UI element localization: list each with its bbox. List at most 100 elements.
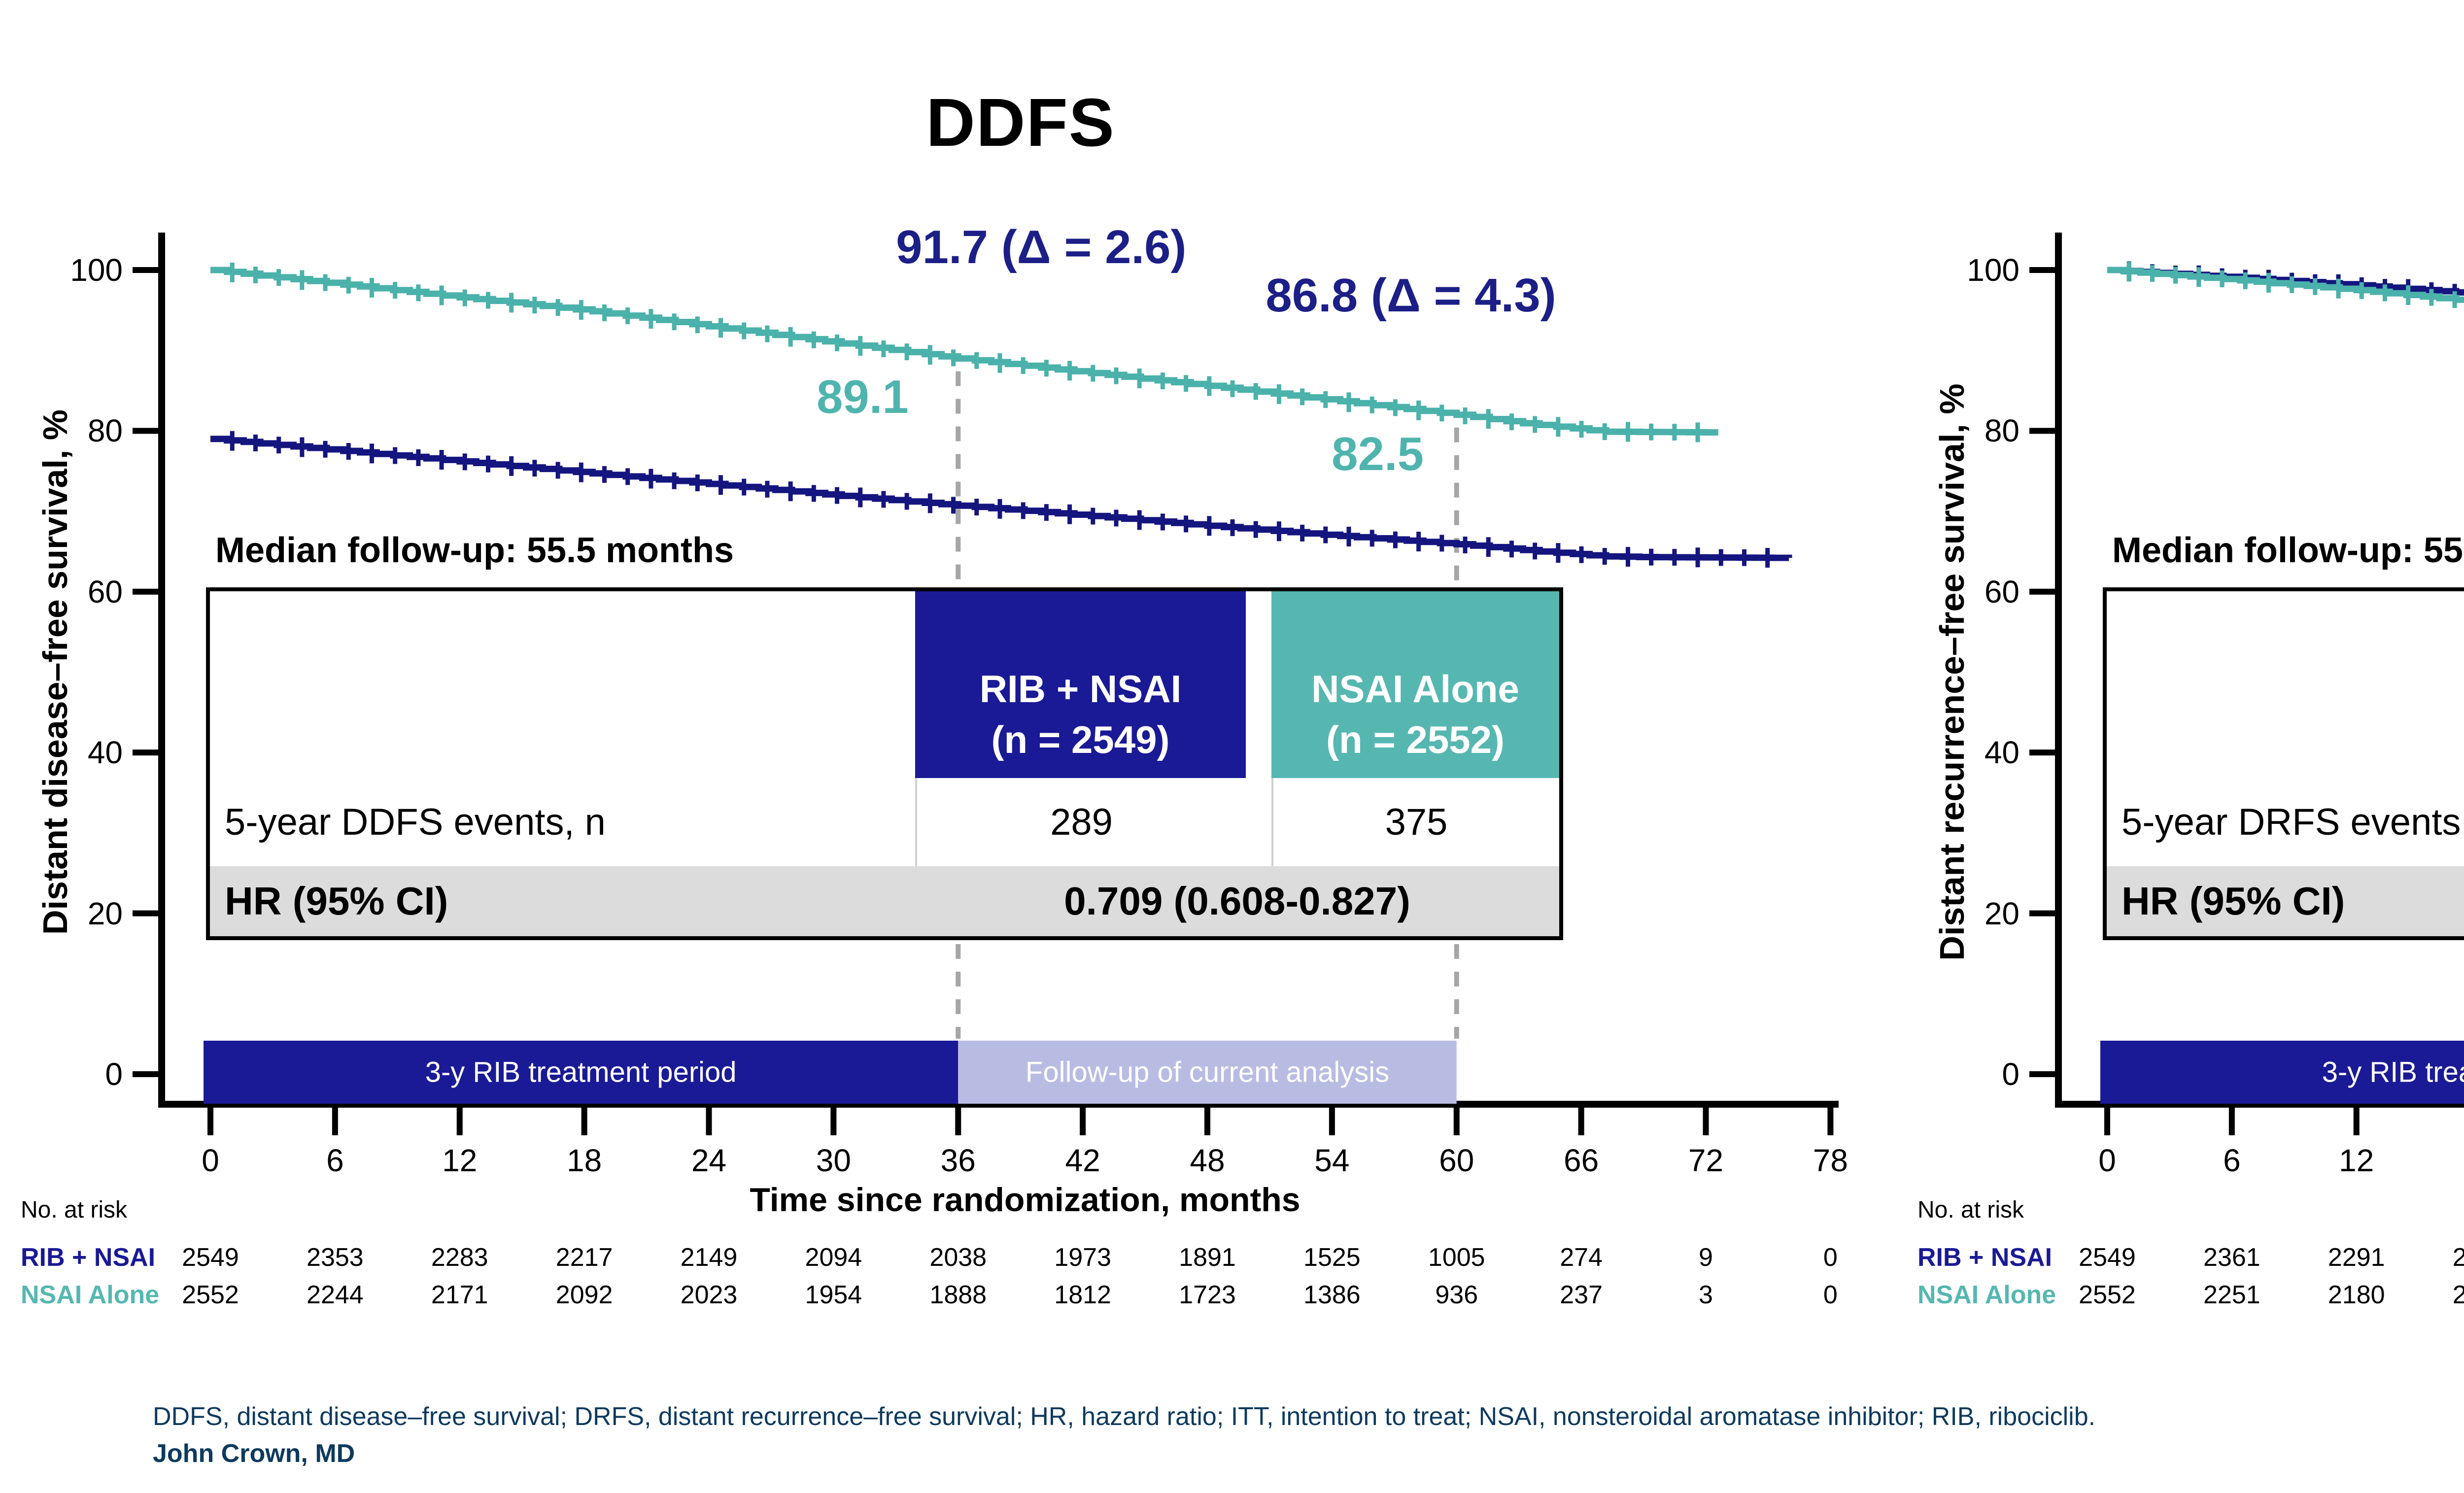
censor-tick xyxy=(2429,289,2434,306)
censor-tick xyxy=(974,499,979,516)
y-tick-label: 80 xyxy=(1984,413,2019,449)
y-axis-spine xyxy=(2055,233,2062,1108)
censor-tick xyxy=(253,267,258,284)
y-tick-label: 40 xyxy=(1984,735,2019,771)
risk-value: 1973 xyxy=(1054,1243,1111,1272)
risk-table-title: No. at risk xyxy=(21,1197,128,1223)
censor-tick xyxy=(369,443,374,464)
x-tick xyxy=(2228,1108,2235,1135)
chart-panel-ddfs: DDFS Distant disease–free survival, % Ti… xyxy=(21,85,1848,1309)
risk-value: 1891 xyxy=(1179,1243,1236,1272)
risk-value: 2094 xyxy=(805,1243,862,1272)
censor-tick xyxy=(672,472,677,489)
followup-bar-label: Follow-up of current analysis xyxy=(1025,1056,1390,1088)
censor-tick xyxy=(276,437,281,454)
censor-tick xyxy=(1184,375,1189,392)
risk-value: 2149 xyxy=(680,1243,738,1272)
hr-row-label: HR (95% CI) xyxy=(2122,879,2345,923)
censor-tick xyxy=(997,499,1002,519)
censor-tick xyxy=(346,443,351,460)
censor-tick xyxy=(1300,388,1305,406)
risk-value: 2171 xyxy=(431,1281,488,1309)
x-tick-label: 72 xyxy=(1688,1143,1724,1178)
x-tick xyxy=(456,1108,463,1135)
treatment-bar-label: 3-y RIB treatment period xyxy=(2322,1056,2464,1088)
events-value-nsai: 375 xyxy=(1271,778,1559,866)
events-row-label: 5-year DRFS events, n xyxy=(2122,801,2464,843)
censor-tick xyxy=(1672,424,1677,441)
censor-tick xyxy=(1533,416,1538,433)
censor-tick xyxy=(1091,365,1095,382)
censor-tick xyxy=(1556,417,1561,437)
censor-tick xyxy=(765,480,770,498)
summary-col-subtitle: (n = 2549) xyxy=(991,718,1170,762)
x-tick xyxy=(1578,1108,1584,1135)
censor-tick xyxy=(649,309,653,329)
censor-tick xyxy=(1742,549,1746,566)
risk-value: 2353 xyxy=(307,1243,364,1272)
x-tick-label: 12 xyxy=(2339,1143,2374,1178)
censor-tick xyxy=(951,349,956,367)
censor-tick xyxy=(765,325,770,342)
censor-tick xyxy=(1765,548,1770,568)
risk-value: 1954 xyxy=(805,1281,862,1309)
censor-tick xyxy=(742,322,747,339)
x-tick-label: 60 xyxy=(1439,1143,1474,1178)
censor-tick xyxy=(1137,368,1142,388)
censor-tick xyxy=(485,292,490,309)
risk-value: 1525 xyxy=(1303,1243,1361,1272)
censor-tick xyxy=(811,331,816,348)
censor-tick xyxy=(509,293,514,313)
y-tick xyxy=(133,267,158,273)
censor-tick xyxy=(1114,367,1119,384)
annotation-nsai-60mo: 82.5 xyxy=(1332,427,1424,480)
x-tick xyxy=(332,1108,338,1135)
chart-title: DDFS xyxy=(926,85,1115,161)
summary-table: RIB + NSAI (n = 2549) NSAI Alone (n = 25… xyxy=(206,587,1563,940)
censor-tick xyxy=(719,318,723,338)
censor-tick xyxy=(1160,373,1165,390)
y-tick-label: 20 xyxy=(87,895,123,931)
risk-value: 3 xyxy=(1699,1281,1713,1309)
censor-tick xyxy=(1556,543,1561,563)
censor-tick xyxy=(1602,548,1607,565)
censor-tick xyxy=(2196,267,2201,287)
risk-value: 1005 xyxy=(1428,1243,1485,1272)
censor-tick xyxy=(1114,509,1119,527)
censor-tick xyxy=(2382,284,2387,302)
censor-tick xyxy=(2126,262,2131,282)
x-tick-label: 12 xyxy=(442,1143,478,1178)
hr-row-value: 0.709 (0.608-0.827) xyxy=(1064,879,1410,923)
censor-tick xyxy=(1416,400,1421,420)
censor-tick xyxy=(1486,537,1491,557)
y-axis-label: Distant recurrence–free survival, % xyxy=(1933,383,1971,961)
censor-tick xyxy=(416,284,421,302)
censor-tick xyxy=(300,437,305,457)
risk-value: 2217 xyxy=(555,1243,613,1272)
y-tick-label: 0 xyxy=(105,1056,123,1092)
risk-value: 9 xyxy=(1699,1243,1713,1272)
censor-tick xyxy=(346,276,351,294)
censor-tick xyxy=(1207,516,1212,536)
censor-tick xyxy=(230,431,235,451)
censor-tick xyxy=(1044,504,1049,521)
risk-table-title: No. at risk xyxy=(1917,1197,2024,1223)
survival-curve-rib-nsai xyxy=(2107,267,2464,296)
censor-tick xyxy=(881,340,886,357)
censor-tick xyxy=(881,491,886,508)
plot-canvas-ddfs xyxy=(133,233,1839,1135)
x-tick-label: 6 xyxy=(2223,1143,2241,1178)
median-followup-label: Median follow-up: 55.7 months xyxy=(2112,531,2464,570)
hr-row: HR (95% CI) 0.699 (0.594-0.824) xyxy=(2107,866,2464,936)
censor-tick xyxy=(719,475,723,495)
x-tick xyxy=(1329,1108,1335,1135)
censor-tick xyxy=(532,460,537,477)
censor-tick xyxy=(1323,526,1328,543)
risk-value: 2291 xyxy=(2327,1243,2385,1272)
censor-tick xyxy=(2406,285,2411,305)
censor-tick xyxy=(1067,361,1072,381)
censor-tick xyxy=(1509,413,1514,431)
y-tick xyxy=(2029,428,2055,434)
censor-tick xyxy=(858,487,863,508)
risk-value: 0 xyxy=(1823,1243,1838,1272)
